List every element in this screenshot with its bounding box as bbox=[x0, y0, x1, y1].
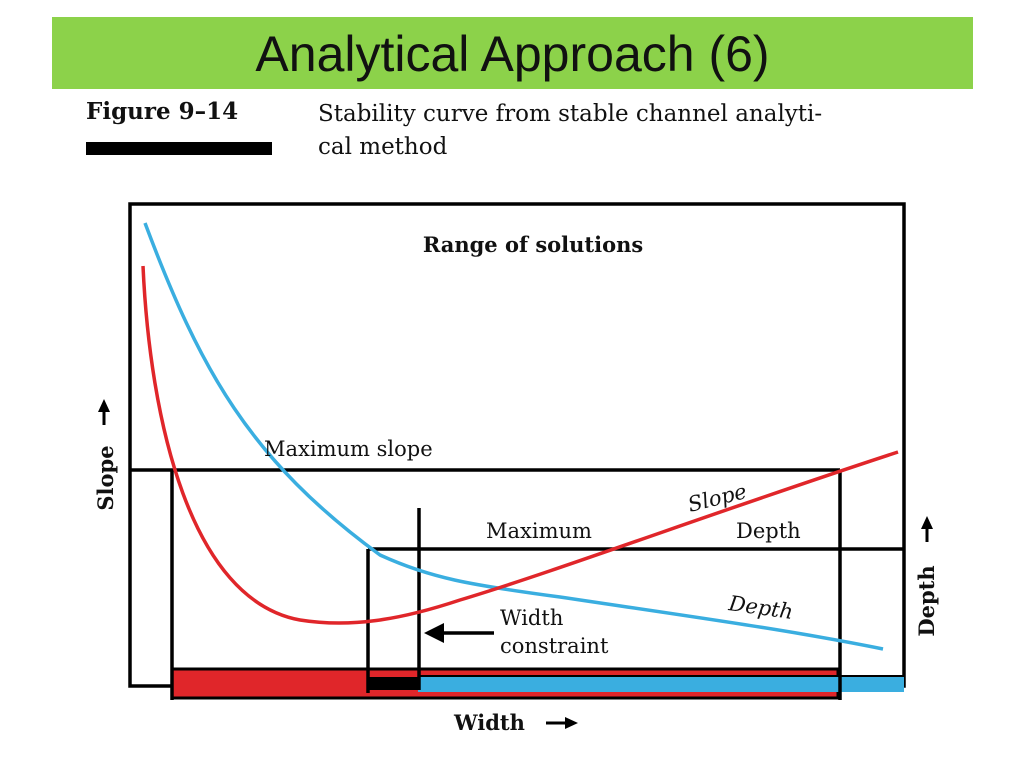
max-depth-label-2: Depth bbox=[736, 519, 801, 543]
figure-label-bar bbox=[86, 142, 272, 155]
max-depth-label-1: Maximum bbox=[486, 519, 592, 543]
slope-curve-label: Slope bbox=[685, 479, 749, 517]
constraint-label-2: constraint bbox=[500, 634, 609, 658]
figure-caption: Stability curve from stable channel anal… bbox=[318, 98, 958, 164]
overlap-segment bbox=[368, 677, 418, 690]
title-banner: Analytical Approach (6) bbox=[52, 17, 973, 89]
depth-curve bbox=[143, 222, 884, 651]
figure-label: Figure 9–14 bbox=[86, 98, 239, 125]
width-axis-arrow-icon bbox=[546, 717, 578, 729]
depth-curve-label: Depth bbox=[726, 591, 794, 624]
width-constraint-arrowhead bbox=[424, 623, 444, 643]
depth-range-bar bbox=[418, 676, 904, 692]
depth-axis-label: Depth bbox=[914, 565, 939, 636]
slope-axis-arrow-icon bbox=[98, 399, 110, 425]
slope-axis-label: Slope bbox=[93, 445, 118, 510]
slope-curve bbox=[141, 265, 899, 625]
figure-caption-line-1: Stability curve from stable channel anal… bbox=[318, 101, 823, 127]
width-axis-label: Width bbox=[453, 710, 525, 735]
constraint-label-1: Width bbox=[500, 606, 563, 630]
slide-title: Analytical Approach (6) bbox=[255, 26, 770, 82]
max-slope-label: Maximum slope bbox=[264, 437, 433, 461]
figure-caption-line-2: cal method bbox=[318, 134, 448, 160]
diagram-heading: Range of solutions bbox=[423, 232, 643, 257]
depth-axis-arrow-icon bbox=[921, 516, 933, 542]
